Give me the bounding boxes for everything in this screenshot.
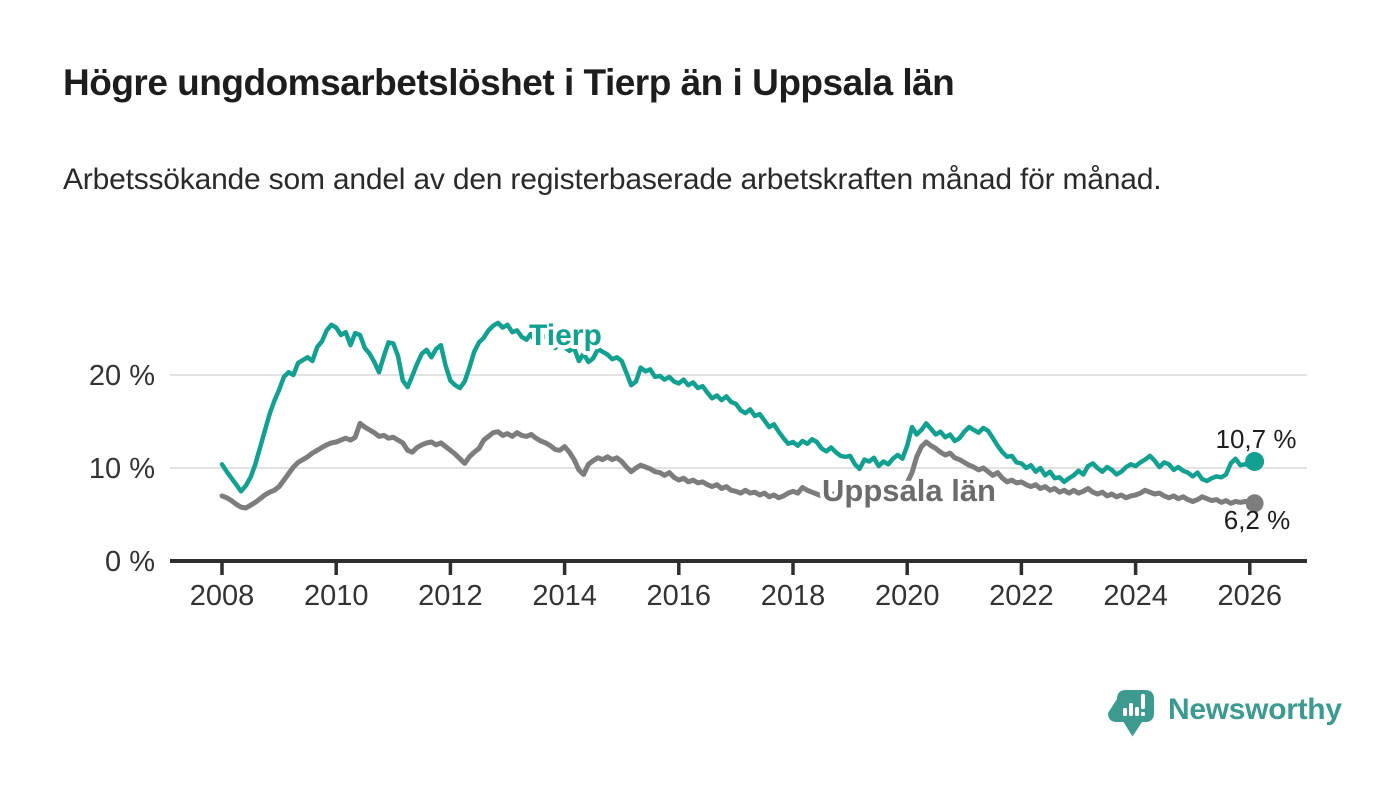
- series-line-uppsala-lan: [219, 420, 1258, 511]
- y-axis-labels: 20 % 10 % 0 %: [89, 360, 155, 578]
- y-gridlines: [170, 374, 1307, 469]
- series-label-uppsala-lan: Uppsala län: [822, 473, 996, 508]
- series-label-tierp: Tierp: [529, 319, 602, 352]
- page-title: Högre ungdomsarbetslöshet i Tierp än i U…: [63, 62, 955, 103]
- newsworthy-logo: Newsworthy: [1108, 690, 1343, 737]
- x-tick-label: 2008: [190, 580, 255, 612]
- series-line-tierp: [219, 320, 1257, 494]
- x-axis-ticks: [220, 563, 1252, 575]
- page-subtitle: Arbetssökande som andel av den registerb…: [63, 163, 1162, 196]
- x-tick-label: 2020: [875, 580, 940, 612]
- x-tick-label: 2016: [647, 580, 712, 612]
- end-dot-uppsala-lan: [1245, 494, 1264, 513]
- x-tick-label: 2024: [1103, 580, 1168, 612]
- value-label-uppsala-lan: 6,2 %: [1224, 505, 1291, 535]
- x-tick-label: 2022: [989, 580, 1054, 612]
- x-axis-tick-labels: 2008 2010 2012 2014 2016 2018 2020 2022 2024 2026: [190, 580, 1282, 612]
- x-tick-label: 2014: [532, 580, 597, 612]
- brand-wordmark: Newsworthy: [1168, 693, 1342, 726]
- x-tick-label: 2018: [761, 580, 826, 612]
- y-tick-label: 20 %: [89, 360, 155, 392]
- end-dot-tierp: [1245, 452, 1265, 471]
- logo-bar-chart-icon: [1123, 694, 1145, 716]
- y-tick-label: 0 %: [105, 546, 155, 578]
- y-tick-label: 10 %: [89, 453, 155, 485]
- x-tick-label: 2010: [304, 580, 369, 612]
- x-tick-label: 2026: [1218, 580, 1283, 612]
- value-label-tierp: 10,7 %: [1216, 424, 1297, 454]
- x-tick-label: 2012: [418, 580, 483, 612]
